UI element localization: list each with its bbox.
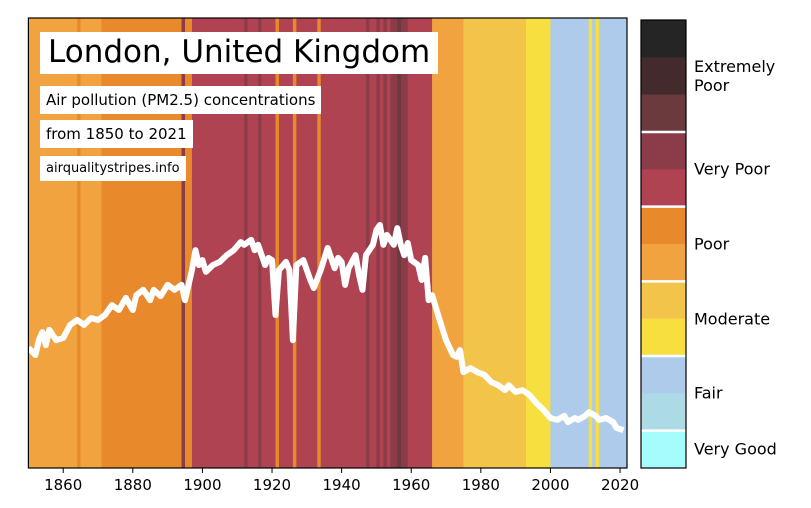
stripe <box>386 18 391 468</box>
legend-swatch <box>641 318 686 357</box>
stripe <box>365 18 370 468</box>
legend-label: Fair <box>694 383 723 403</box>
stripe <box>595 18 600 468</box>
stripe <box>376 18 381 468</box>
legend-swatch <box>641 393 686 431</box>
stripe <box>320 18 367 468</box>
legend-swatch <box>641 57 686 95</box>
legend-swatch <box>641 206 686 245</box>
x-tick-label: 1900 <box>183 476 221 494</box>
legend-swatch <box>641 281 686 319</box>
stripe <box>599 18 628 468</box>
x-tick-label: 1980 <box>462 476 500 494</box>
stripe <box>407 18 433 468</box>
stripe <box>432 18 464 468</box>
x-tick-label: 1920 <box>253 476 291 494</box>
x-tick-label: 1880 <box>114 476 152 494</box>
x-tick-label: 1940 <box>323 476 361 494</box>
legend-swatch <box>641 430 686 469</box>
stripe <box>261 18 276 468</box>
plot-frame <box>27 17 628 469</box>
stripe <box>526 18 551 468</box>
legend-frame <box>640 19 687 469</box>
x-tick-label: 1960 <box>392 476 430 494</box>
legend-label: Very Good <box>694 439 777 459</box>
legend-label: Poor <box>694 234 730 254</box>
stripe <box>181 18 186 468</box>
x-tick-label: 1860 <box>44 476 82 494</box>
stripe <box>185 18 193 468</box>
stripe <box>292 18 297 468</box>
legend-swatch <box>641 132 686 170</box>
stripe <box>400 18 409 468</box>
legend-swatch <box>641 244 686 282</box>
stripe <box>550 18 590 468</box>
stripe <box>278 18 294 468</box>
legend-label: Very Poor <box>694 159 770 179</box>
legend-swatch <box>641 94 686 133</box>
stripe <box>77 18 81 468</box>
legend-swatch <box>641 20 686 58</box>
stripe <box>296 18 318 468</box>
x-tick-label: 2000 <box>531 476 569 494</box>
chart-title: London, United Kingdom <box>40 32 439 74</box>
legend-label: Moderate <box>694 309 771 329</box>
legend-label: Extremely Poor <box>694 57 776 95</box>
legend-swatch <box>641 356 686 394</box>
stripe <box>275 18 280 468</box>
stripe <box>317 18 322 468</box>
chart-source: airqualitystripes.info <box>40 156 186 181</box>
stripe <box>592 18 596 468</box>
stripe <box>463 18 527 468</box>
x-tick-label: 2020 <box>601 476 639 494</box>
stripe <box>588 18 593 468</box>
chart-period: from 1850 to 2021 <box>40 120 193 148</box>
chart-subtitle: Air pollution (PM2.5) concentrations <box>40 86 322 114</box>
legend-swatch <box>641 169 686 207</box>
pollution-line <box>26 222 625 434</box>
